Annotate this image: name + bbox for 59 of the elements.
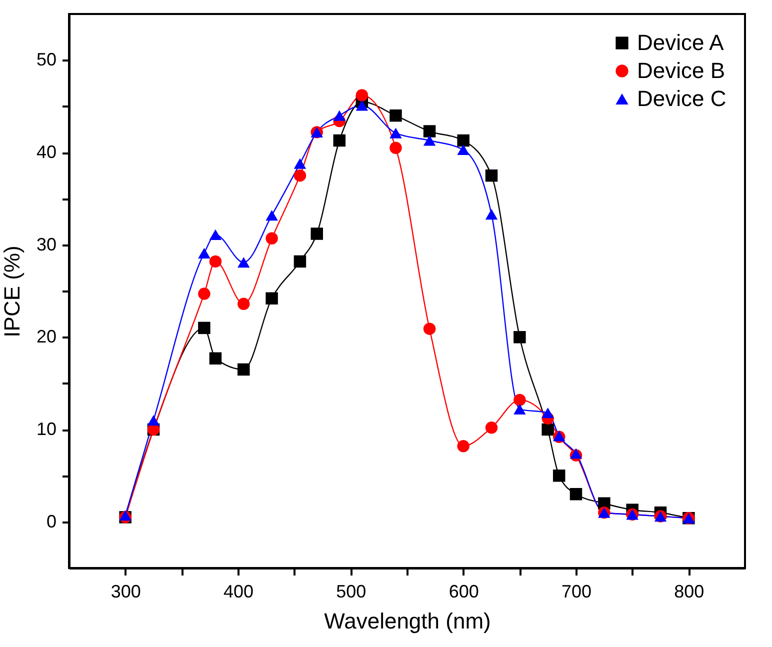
y-tick-label: 0 [46, 511, 56, 532]
x-tick-label: 400 [223, 582, 254, 602]
point [238, 363, 250, 376]
point [514, 394, 526, 406]
point [457, 134, 470, 147]
point [423, 322, 436, 335]
legend-label: Device B [637, 58, 726, 83]
point [238, 257, 250, 268]
point [423, 135, 436, 146]
point [209, 255, 222, 268]
point [147, 414, 160, 426]
point [485, 422, 498, 434]
point [294, 255, 306, 268]
y-tick-label: 20 [36, 326, 56, 347]
point [390, 142, 402, 154]
x-tick-label: 600 [448, 582, 479, 602]
y-tick-label: 50 [36, 50, 56, 70]
point [119, 510, 132, 521]
point [485, 169, 498, 182]
point [198, 322, 210, 334]
legend-label: Device A [637, 30, 724, 55]
point [209, 229, 222, 240]
point [570, 448, 582, 459]
point [333, 134, 346, 147]
x-tick-label: 800 [674, 582, 704, 602]
point [209, 352, 222, 365]
x-tick-label: 700 [561, 582, 592, 602]
y-axis-title: IPCE (%) [0, 246, 24, 338]
point [310, 228, 323, 240]
point [542, 408, 554, 418]
point [266, 232, 278, 244]
point [294, 158, 306, 169]
point [514, 404, 526, 414]
point [570, 488, 582, 500]
point [198, 288, 210, 300]
point [390, 109, 402, 122]
point [333, 110, 346, 121]
point [552, 470, 566, 482]
point [238, 298, 250, 310]
x-tick-label: 500 [336, 582, 366, 602]
point [294, 169, 306, 182]
point [266, 292, 278, 305]
legend-label: Device C [637, 86, 726, 111]
point [514, 331, 526, 344]
point [457, 440, 470, 452]
point [266, 210, 278, 221]
point [423, 125, 436, 138]
point [485, 209, 498, 220]
point [542, 423, 554, 436]
y-tick-label: 10 [36, 419, 56, 439]
point [356, 100, 368, 111]
x-tick-label: 300 [110, 582, 141, 602]
y-tick-label: 30 [36, 234, 56, 254]
point [198, 248, 210, 258]
point [356, 89, 368, 102]
x-axis-title: Wavelength (nm) [324, 608, 491, 634]
y-tick-label: 40 [36, 142, 56, 162]
point [457, 144, 470, 156]
point [390, 128, 402, 138]
